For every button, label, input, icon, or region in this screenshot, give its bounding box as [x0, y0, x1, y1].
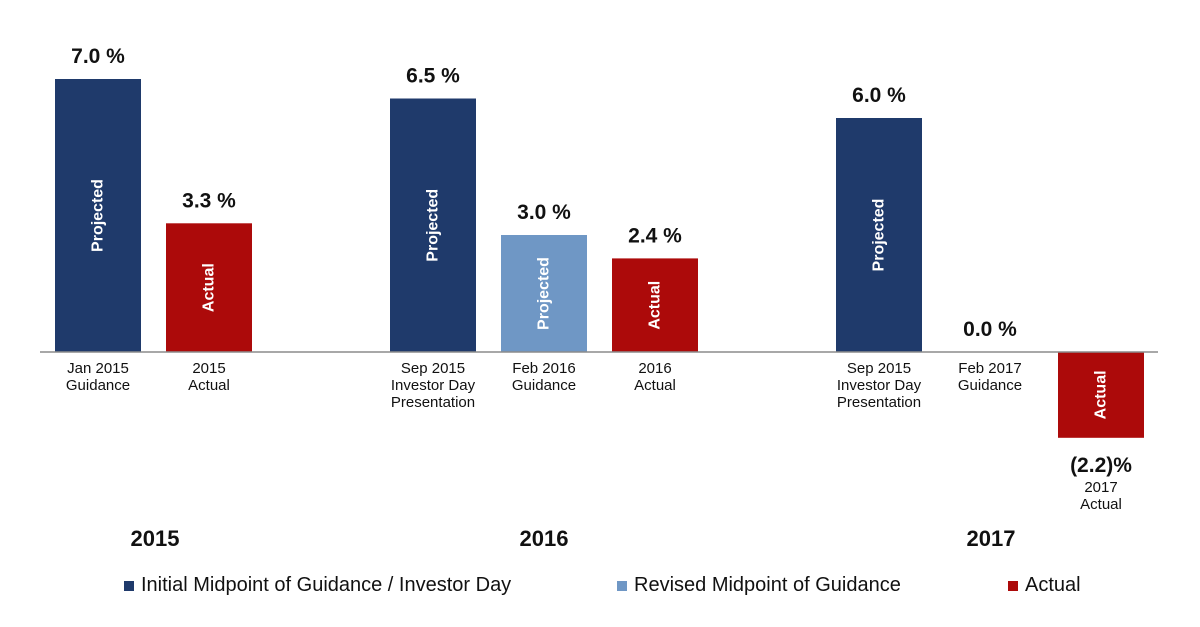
bar-2017-1-category-label: Presentation: [837, 394, 921, 411]
legend-label-actual: Actual: [1025, 574, 1081, 596]
bar-2015-2-inner-label: Actual: [201, 263, 218, 312]
bar-2016-1-inner-label: Projected: [425, 189, 442, 262]
bar-2015-1-inner-label: Projected: [90, 179, 107, 252]
bar-2015-1-value-label: 7.0 %: [71, 45, 125, 68]
bar-2016-3-inner-label: Actual: [647, 281, 664, 330]
bar-2016-3-category-label: Actual: [634, 377, 676, 394]
legend-item-revised: Revised Midpoint of Guidance: [617, 574, 901, 597]
legend-item-initial: Initial Midpoint of Guidance / Investor …: [124, 574, 511, 597]
bar-2017-3: [1058, 352, 1144, 438]
bar-2016-1-category-label: Sep 2015: [401, 360, 465, 377]
bar-2015-2-category-label: Actual: [188, 377, 230, 394]
bar-2017-1-category-label: Sep 2015: [847, 360, 911, 377]
legend-swatch-actual: [1008, 580, 1018, 591]
bar-2016-2-value-label: 3.0 %: [517, 201, 571, 224]
bar-2016-1-value-label: 6.5 %: [406, 65, 460, 88]
legend-label-revised: Revised Midpoint of Guidance: [634, 574, 901, 596]
bar-2016-1-category-label: Presentation: [391, 394, 475, 411]
bar-2017-3-inner-label: Actual: [1093, 370, 1110, 419]
bar-2015-1-category-label: Jan 2015: [67, 360, 129, 377]
legend-item-actual: Actual: [1008, 574, 1081, 597]
chart-legend: Initial Midpoint of Guidance / Investor …: [0, 574, 1200, 604]
bar-2016-2: [501, 235, 587, 352]
year-label-2016: 2016: [520, 526, 569, 551]
bar-2017-2-category-label: Guidance: [958, 377, 1022, 394]
bar-2015-2: [166, 223, 252, 352]
bar-2017-2-value-label: 0.0 %: [963, 318, 1017, 341]
bar-2017-3-category-label: Actual: [1080, 496, 1122, 513]
bar-2016-1: [390, 98, 476, 352]
bar-2017-3-category-label: 2017: [1084, 479, 1117, 496]
year-label-2015: 2015: [131, 526, 180, 551]
bar-2017-3-value-label: (2.2)%: [1070, 454, 1132, 477]
legend-label-initial: Initial Midpoint of Guidance / Investor …: [141, 574, 512, 596]
bar-2016-1-category-label: Investor Day: [391, 377, 476, 394]
bar-2016-3-category-label: 2016: [638, 360, 671, 377]
bar-2017-2-category-label: Feb 2017: [958, 360, 1021, 377]
legend-swatch-revised: [617, 580, 627, 591]
legend-swatch-initial: [124, 580, 134, 591]
bar-2017-1-category-label: Investor Day: [837, 377, 922, 394]
bar-2016-2-category-label: Feb 2016: [512, 360, 575, 377]
bar-2017-1: [836, 118, 922, 352]
bar-2017-1-value-label: 6.0 %: [852, 84, 906, 107]
bar-2015-2-category-label: 2015: [192, 360, 225, 377]
bar-2015-1: [55, 79, 141, 352]
bar-2017-1-inner-label: Projected: [871, 199, 888, 272]
bar-2016-2-category-label: Guidance: [512, 377, 576, 394]
bar-2016-3-value-label: 2.4 %: [628, 224, 682, 247]
bar-2016-3: [612, 258, 698, 352]
bar-2015-1-category-label: Guidance: [66, 377, 130, 394]
bar-2016-2-inner-label: Projected: [536, 257, 553, 330]
year-label-2017: 2017: [967, 526, 1016, 551]
bar-2015-2-value-label: 3.3 %: [182, 189, 236, 212]
